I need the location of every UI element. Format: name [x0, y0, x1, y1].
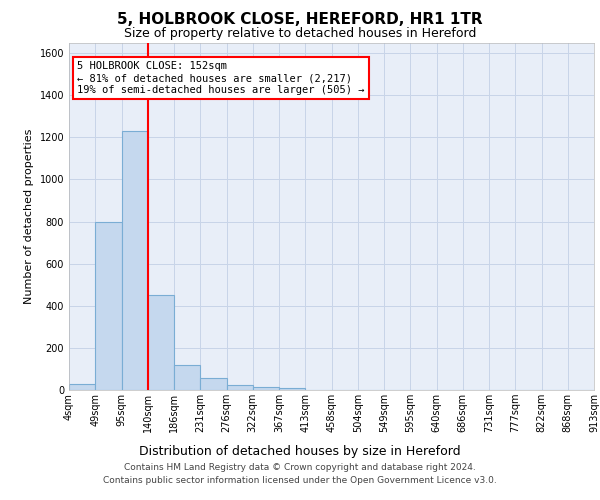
Text: Distribution of detached houses by size in Hereford: Distribution of detached houses by size … [139, 444, 461, 458]
Bar [279, 388, 305, 390]
Text: Contains public sector information licensed under the Open Government Licence v3: Contains public sector information licen… [103, 476, 497, 485]
Bar [174, 364, 200, 390]
Text: Size of property relative to detached houses in Hereford: Size of property relative to detached ho… [124, 28, 476, 40]
Bar [69, 384, 95, 390]
Y-axis label: Number of detached properties: Number of detached properties [24, 128, 34, 304]
Text: 5 HOLBROOK CLOSE: 152sqm
← 81% of detached houses are smaller (2,217)
19% of sem: 5 HOLBROOK CLOSE: 152sqm ← 81% of detach… [77, 62, 364, 94]
Bar [227, 384, 253, 390]
Text: 5, HOLBROOK CLOSE, HEREFORD, HR1 1TR: 5, HOLBROOK CLOSE, HEREFORD, HR1 1TR [117, 12, 483, 28]
Bar [95, 222, 121, 390]
Bar [148, 295, 174, 390]
Bar [121, 131, 148, 390]
Bar [200, 378, 227, 390]
Bar [253, 387, 279, 390]
Text: Contains HM Land Registry data © Crown copyright and database right 2024.: Contains HM Land Registry data © Crown c… [124, 464, 476, 472]
